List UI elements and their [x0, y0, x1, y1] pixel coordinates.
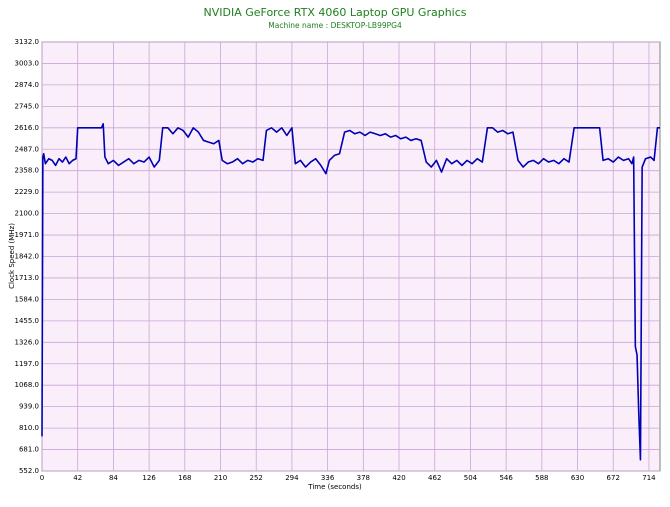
y-tick-label: 2100.0 — [15, 210, 40, 218]
x-tick-label: 336 — [321, 474, 335, 482]
x-tick-label: 462 — [428, 474, 441, 482]
data-line — [41, 123, 660, 461]
x-tick-label: 546 — [499, 474, 513, 482]
y-tick-label: 2874.0 — [15, 81, 40, 89]
y-tick-label: 1455.0 — [15, 317, 40, 325]
x-tick-label: 42 — [73, 474, 82, 482]
y-tick-label: 2745.0 — [15, 102, 40, 110]
y-tick-label: 810.0 — [19, 424, 39, 432]
y-tick-label: 681.0 — [19, 446, 39, 454]
x-tick-label: 126 — [142, 474, 156, 482]
x-tick-label: 588 — [535, 474, 548, 482]
y-tick-label: 1326.0 — [15, 338, 40, 346]
chart-title: NVIDIA GeForce RTX 4060 Laptop GPU Graph… — [203, 6, 466, 19]
y-tick-label: 1584.0 — [15, 295, 40, 303]
x-tick-label: 714 — [642, 474, 656, 482]
x-tick-label: 630 — [571, 474, 584, 482]
y-tick-label: 1713.0 — [15, 274, 40, 282]
y-tick-label: 2616.0 — [15, 124, 40, 132]
x-tick-label: 504 — [464, 474, 478, 482]
chart-subtitle: Machine name : DESKTOP-LB99PG4 — [268, 21, 402, 30]
y-tick-label: 2229.0 — [15, 188, 40, 196]
y-tick-label: 552.0 — [19, 467, 39, 475]
x-tick-label: 252 — [250, 474, 263, 482]
x-axis-label: Time (seconds) — [307, 483, 362, 491]
y-tick-label: 1842.0 — [15, 253, 40, 261]
x-tick-label: 168 — [178, 474, 191, 482]
x-tick-label: 420 — [392, 474, 405, 482]
y-tick-label: 1068.0 — [15, 381, 40, 389]
y-tick-label: 2487.0 — [15, 145, 40, 153]
y-axis-label: Clock Speed (MHz) — [8, 223, 16, 289]
x-tick-label: 210 — [214, 474, 227, 482]
y-tick-label: 3132.0 — [15, 38, 40, 46]
y-tick-label: 1197.0 — [15, 360, 40, 368]
x-tick-label: 0 — [40, 474, 44, 482]
x-tick-label: 84 — [109, 474, 118, 482]
y-tick-label: 3003.0 — [15, 59, 40, 67]
x-tick-label: 672 — [607, 474, 620, 482]
y-tick-label: 2358.0 — [15, 167, 40, 175]
y-tick-label: 939.0 — [19, 403, 39, 411]
x-tick-label: 294 — [285, 474, 299, 482]
y-tick-label: 1971.0 — [15, 231, 40, 239]
x-tick-label: 378 — [357, 474, 370, 482]
